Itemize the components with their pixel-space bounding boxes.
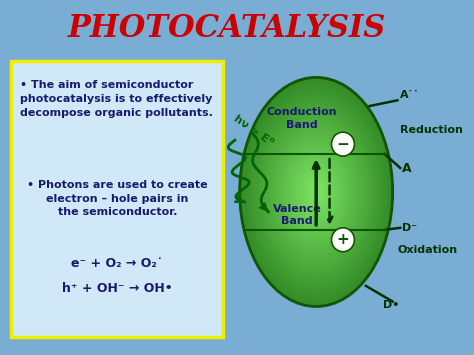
Circle shape bbox=[331, 228, 355, 252]
Text: A: A bbox=[402, 162, 412, 175]
Ellipse shape bbox=[293, 158, 339, 226]
Text: Valence
Band: Valence Band bbox=[273, 204, 321, 226]
Ellipse shape bbox=[245, 85, 388, 299]
Text: • Photons are used to create
electron – hole pairs in
the semiconductor.: • Photons are used to create electron – … bbox=[27, 180, 208, 217]
Text: Reduction: Reduction bbox=[401, 125, 463, 135]
Text: PHOTOCATALYSIS: PHOTOCATALYSIS bbox=[68, 13, 386, 44]
Ellipse shape bbox=[250, 93, 383, 291]
Text: hν > Eᴳ: hν > Eᴳ bbox=[232, 114, 275, 148]
Ellipse shape bbox=[278, 135, 355, 249]
Text: • The aim of semiconductor
photocatalysis is to effectively
decompose organic po: • The aim of semiconductor photocatalysi… bbox=[20, 80, 213, 118]
Ellipse shape bbox=[285, 146, 347, 238]
Ellipse shape bbox=[303, 173, 329, 211]
Ellipse shape bbox=[240, 77, 392, 306]
Ellipse shape bbox=[268, 119, 365, 264]
Ellipse shape bbox=[255, 100, 377, 284]
Ellipse shape bbox=[281, 138, 352, 245]
Ellipse shape bbox=[309, 180, 324, 203]
Ellipse shape bbox=[288, 150, 344, 234]
FancyBboxPatch shape bbox=[11, 61, 223, 337]
Ellipse shape bbox=[265, 116, 367, 268]
Text: D•: D• bbox=[383, 300, 400, 310]
Ellipse shape bbox=[301, 169, 331, 215]
Ellipse shape bbox=[270, 123, 362, 261]
Ellipse shape bbox=[314, 188, 319, 196]
Text: Oxidation: Oxidation bbox=[397, 245, 457, 255]
Text: h⁺ + OH⁻ → OH•: h⁺ + OH⁻ → OH• bbox=[62, 282, 173, 295]
Text: e⁻ + O₂ → O₂˙: e⁻ + O₂ → O₂˙ bbox=[72, 257, 163, 270]
Circle shape bbox=[331, 132, 355, 156]
Ellipse shape bbox=[291, 154, 342, 230]
Text: A˙˙: A˙˙ bbox=[401, 90, 420, 100]
Ellipse shape bbox=[311, 184, 321, 200]
Ellipse shape bbox=[253, 97, 380, 288]
Text: +: + bbox=[337, 232, 349, 247]
Ellipse shape bbox=[263, 112, 370, 272]
Ellipse shape bbox=[257, 104, 375, 280]
Ellipse shape bbox=[247, 89, 385, 295]
Text: Conduction
Band: Conduction Band bbox=[266, 107, 337, 130]
Ellipse shape bbox=[283, 142, 349, 242]
Ellipse shape bbox=[298, 165, 334, 219]
Ellipse shape bbox=[242, 81, 390, 303]
Ellipse shape bbox=[296, 162, 337, 223]
Ellipse shape bbox=[275, 131, 357, 253]
Ellipse shape bbox=[260, 108, 372, 276]
Ellipse shape bbox=[306, 177, 327, 207]
Text: −: − bbox=[337, 137, 349, 152]
Ellipse shape bbox=[273, 127, 359, 257]
Text: D⁻: D⁻ bbox=[402, 223, 417, 233]
